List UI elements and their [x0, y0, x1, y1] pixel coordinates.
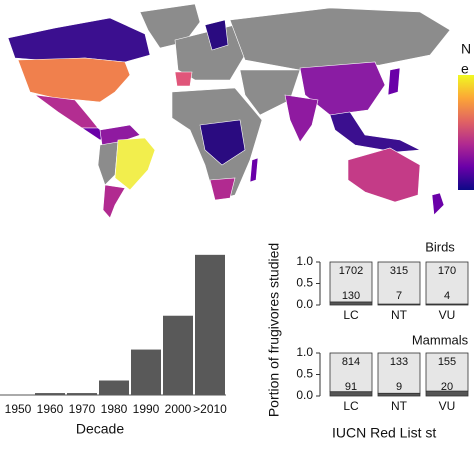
x-tick-label: 1950 — [5, 402, 32, 416]
bar — [67, 393, 97, 395]
south-africa — [209, 177, 236, 201]
bar-segment — [425, 261, 469, 305]
x-tick-label: 1990 — [133, 402, 160, 416]
x-tick-label: NT — [391, 399, 408, 413]
legend-title: e — [461, 61, 469, 77]
bar-segment — [329, 301, 373, 306]
count-label: 133 — [390, 356, 408, 368]
canada — [7, 17, 151, 63]
count-label: 20 — [441, 381, 453, 393]
y-tick-label: 0.0 — [296, 388, 313, 402]
x-tick-label: VU — [439, 399, 456, 413]
northern-south-america — [99, 124, 141, 146]
x-tick-label: NT — [391, 308, 408, 322]
x-axis-label: IUCN Red List st — [332, 425, 436, 441]
bar-segment — [425, 352, 469, 392]
panel-title: Birds — [425, 239, 455, 254]
bar — [35, 393, 65, 395]
x-tick-label: VU — [439, 308, 456, 322]
panel-title: Mammals — [412, 332, 469, 347]
legend-colorbar — [458, 75, 474, 190]
bar — [195, 254, 225, 395]
count-label: 170 — [438, 265, 456, 277]
count-label: 315 — [390, 265, 408, 277]
count-label: 4 — [444, 290, 450, 302]
bar-segment — [377, 261, 421, 305]
bar — [163, 315, 193, 395]
brazil — [114, 137, 156, 191]
x-tick-label: LC — [343, 308, 359, 322]
india — [284, 94, 319, 143]
count-label: 1702 — [339, 265, 363, 277]
peru-bolivia — [97, 141, 119, 186]
bar — [99, 380, 129, 395]
madagascar — [249, 157, 259, 183]
australia — [347, 147, 421, 203]
y-tick-label: 1.0 — [296, 345, 313, 359]
count-label: 814 — [342, 356, 360, 368]
x-tick-label: 1980 — [101, 402, 128, 416]
y-tick-label: 0.5 — [296, 276, 313, 290]
x-tick-label: LC — [343, 399, 359, 413]
southeast-asia — [329, 111, 422, 153]
middle-east — [239, 69, 301, 116]
count-label: 91 — [345, 381, 357, 393]
y-tick-label: 0.0 — [296, 297, 313, 311]
count-label: 130 — [342, 290, 360, 302]
legend-title: N — [461, 41, 471, 57]
y-tick-label: 1.0 — [296, 254, 313, 268]
x-tick-label: 2000 — [165, 402, 192, 416]
bar-segment — [377, 392, 421, 397]
bar-segment — [329, 261, 373, 303]
world-map: N e — [7, 3, 474, 219]
scandinavia — [204, 19, 229, 51]
bar — [131, 349, 161, 395]
new-zealand — [431, 192, 445, 216]
russia — [229, 7, 451, 71]
y-tick-label: 0.5 — [296, 367, 313, 381]
x-axis-label: Decade — [76, 421, 124, 437]
japan — [387, 67, 401, 96]
bar-segment — [377, 352, 421, 394]
usa — [17, 57, 131, 103]
x-tick-label: 1960 — [37, 402, 64, 416]
argentina — [102, 184, 126, 219]
y-axis-label: Portion of frugivores studied — [266, 243, 282, 417]
china — [299, 61, 386, 116]
count-label: 155 — [438, 356, 456, 368]
central-africa — [199, 119, 246, 166]
x-tick-label: >2010 — [193, 402, 227, 416]
count-label: 7 — [396, 290, 402, 302]
count-label: 9 — [396, 381, 402, 393]
x-tick-label: 1970 — [69, 402, 96, 416]
iberia — [174, 71, 193, 87]
bar-segment — [329, 352, 373, 393]
